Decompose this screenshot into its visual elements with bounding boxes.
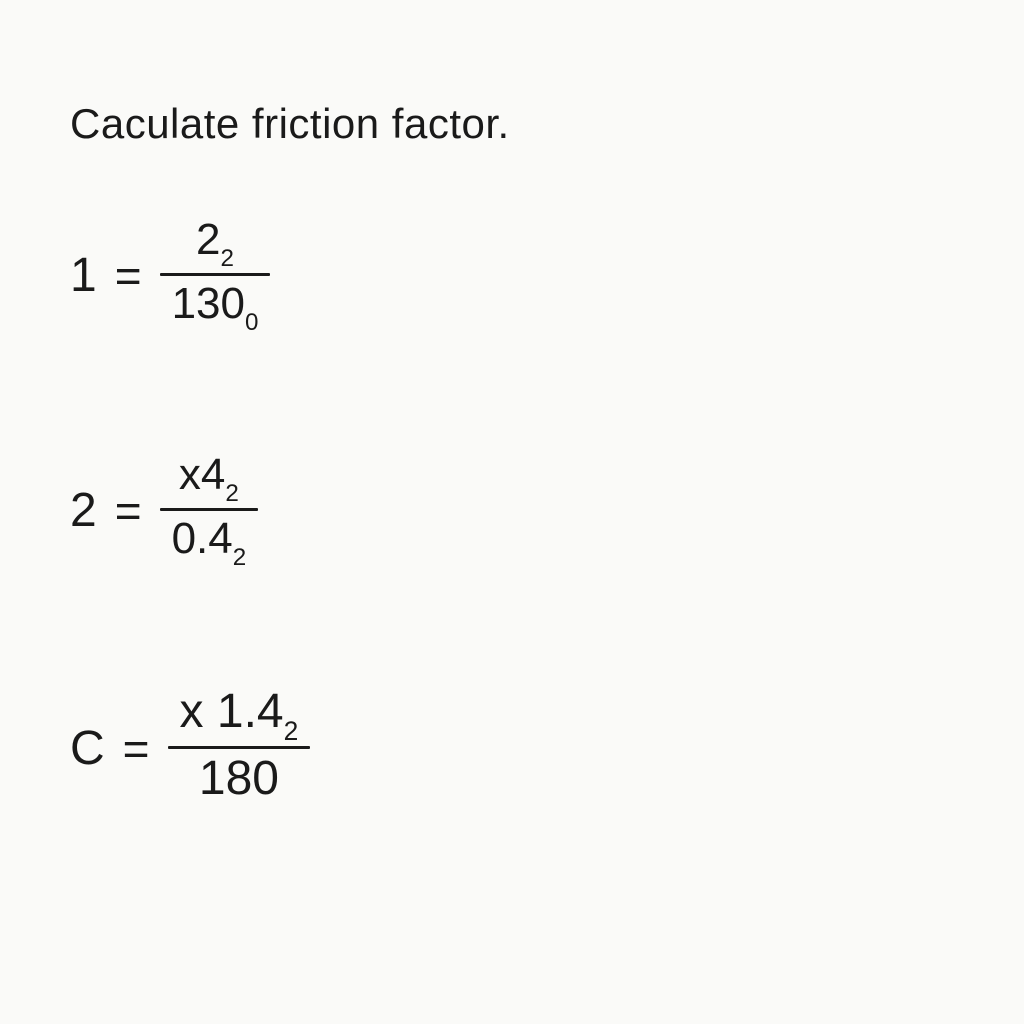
equation-2-lhs: 2 (70, 483, 97, 538)
numerator-prefix: x (180, 685, 217, 738)
denominator-main: 0.4 (172, 514, 233, 563)
numerator-sub: 2 (225, 480, 238, 507)
numerator-main: 4 (201, 450, 225, 499)
denominator-sub: 2 (233, 544, 246, 571)
equation-2-fraction: x42 0.42 (160, 453, 259, 568)
numerator-main: 2 (196, 215, 220, 264)
equation-1: 1 = 22 1300 (70, 218, 954, 333)
denominator-main: 130 (172, 279, 245, 328)
numerator-sub: 2 (221, 245, 234, 272)
page-heading: Caculate friction factor. (70, 100, 954, 148)
equation-2-numerator: x42 (167, 453, 251, 508)
equation-3: C = x 1.42 180 (70, 688, 954, 809)
equation-1-numerator: 22 (184, 218, 246, 273)
equals-sign: = (115, 249, 142, 303)
numerator-main: 1.4 (217, 685, 284, 738)
denominator-sub: 0 (245, 309, 258, 336)
equation-3-lhs: C (70, 721, 105, 776)
equation-1-denominator: 1300 (160, 276, 271, 333)
equation-1-lhs: 1 (70, 248, 97, 303)
equation-3-fraction: x 1.42 180 (168, 688, 311, 809)
equation-3-denominator: 180 (187, 749, 291, 809)
equals-sign: = (115, 484, 142, 538)
denominator-main: 180 (199, 752, 279, 805)
equation-2: 2 = x42 0.42 (70, 453, 954, 568)
numerator-prefix: x (179, 450, 201, 499)
equation-1-fraction: 22 1300 (160, 218, 271, 333)
equals-sign: = (123, 722, 150, 776)
equation-2-denominator: 0.42 (160, 511, 259, 568)
equation-3-numerator: x 1.42 (168, 688, 311, 746)
numerator-sub: 2 (284, 716, 299, 746)
